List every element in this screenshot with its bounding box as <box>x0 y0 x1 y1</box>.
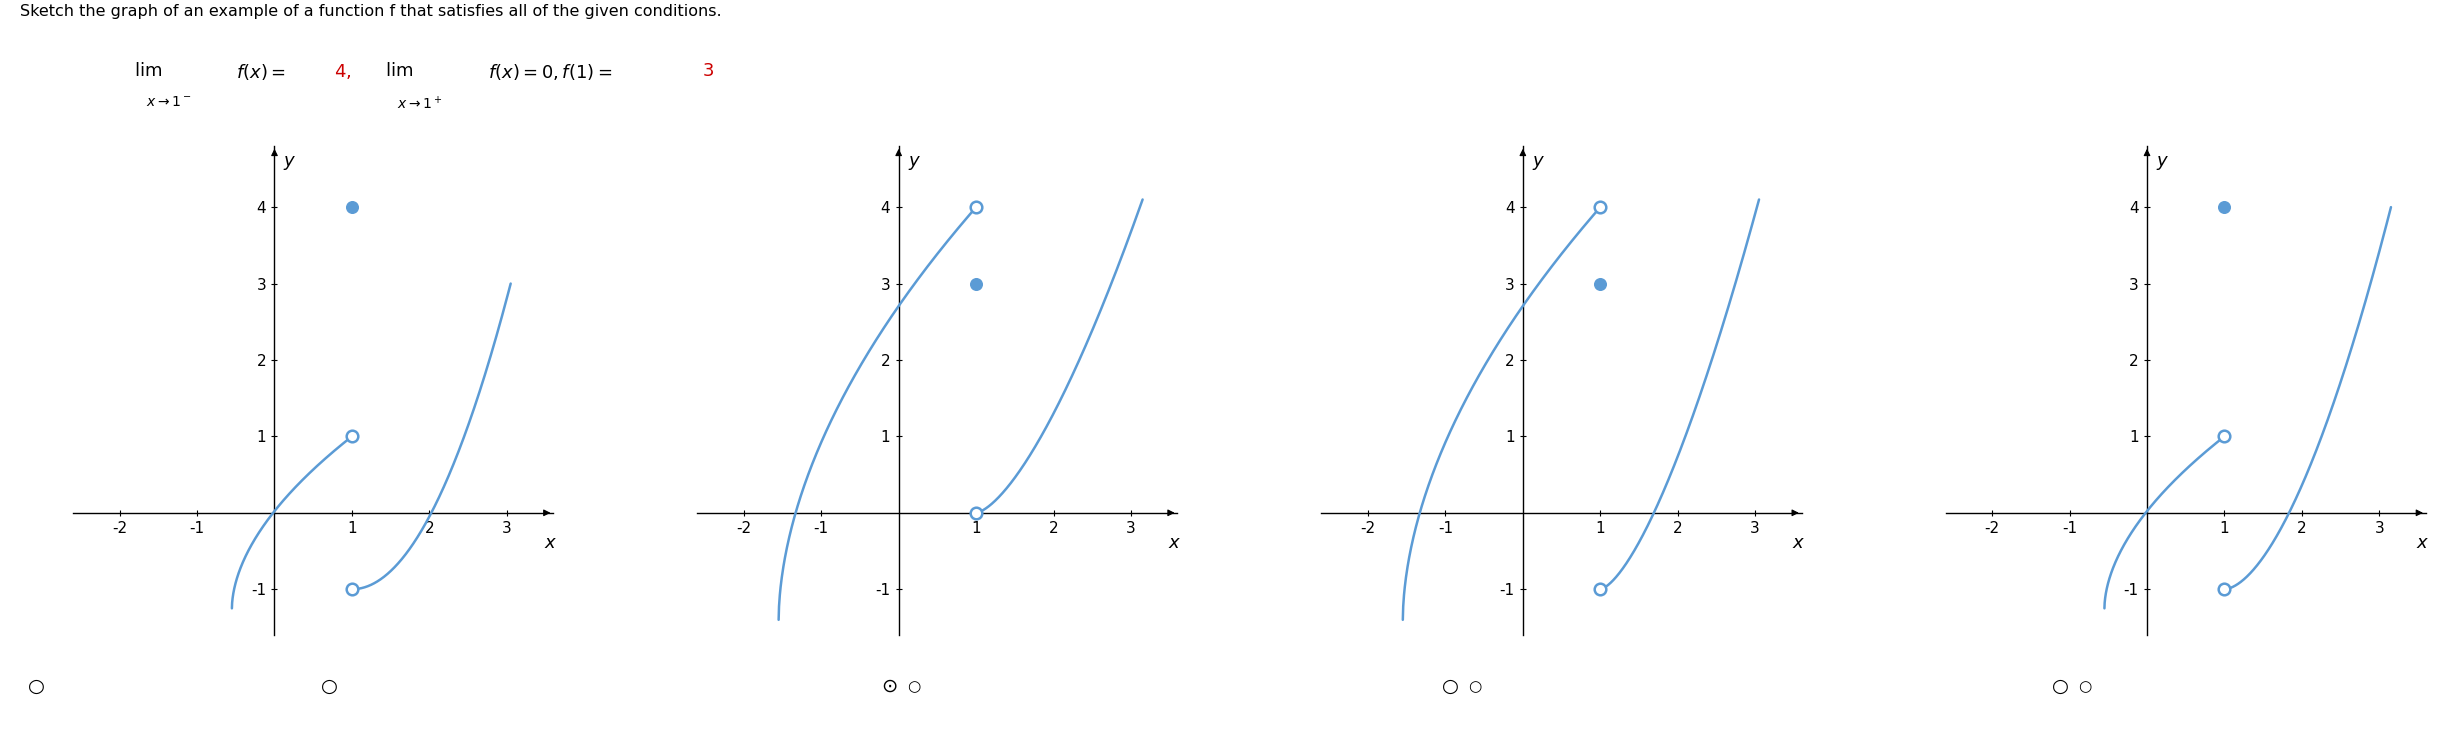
Text: $f(x) = 0, f(1) =$: $f(x) = 0, f(1) =$ <box>488 62 612 82</box>
Text: x: x <box>544 534 556 552</box>
Text: ○: ○ <box>1443 677 1458 696</box>
Text: $x \to 1^+$: $x \to 1^+$ <box>397 95 444 112</box>
Point <box>956 277 995 289</box>
Text: ○: ○ <box>2053 677 2067 696</box>
Text: y: y <box>283 152 295 170</box>
Point <box>956 201 995 213</box>
Text: x: x <box>1168 534 1180 552</box>
Text: Sketch the graph of an example of a function f that satisfies all of the given c: Sketch the graph of an example of a func… <box>20 4 722 19</box>
Text: ○: ○ <box>29 677 44 696</box>
Point <box>1580 201 1619 213</box>
Text: y: y <box>907 152 919 170</box>
Text: y: y <box>2155 152 2167 170</box>
Text: $f(x) =$: $f(x) =$ <box>236 62 285 82</box>
Point <box>332 583 371 595</box>
Text: y: y <box>1531 152 1543 170</box>
Text: $\lim$: $\lim$ <box>385 62 412 80</box>
Text: $3$: $3$ <box>702 62 714 80</box>
Point <box>1580 583 1619 595</box>
Point <box>332 201 371 213</box>
Point <box>332 431 371 442</box>
Text: ○: ○ <box>907 679 922 694</box>
Text: ○: ○ <box>2077 679 2092 694</box>
Text: x: x <box>1792 534 1804 552</box>
Text: x: x <box>2416 534 2428 552</box>
Text: ○: ○ <box>322 677 336 696</box>
Point <box>2204 583 2243 595</box>
Point <box>956 507 995 518</box>
Point <box>2204 201 2243 213</box>
Text: ⊙: ⊙ <box>883 677 897 696</box>
Point <box>2204 431 2243 442</box>
Text: ○: ○ <box>1468 679 1482 694</box>
Text: $x \to 1^-$: $x \to 1^-$ <box>146 95 193 109</box>
Point <box>1580 277 1619 289</box>
Text: $\lim$: $\lim$ <box>134 62 161 80</box>
Text: $4,$: $4,$ <box>334 62 351 81</box>
